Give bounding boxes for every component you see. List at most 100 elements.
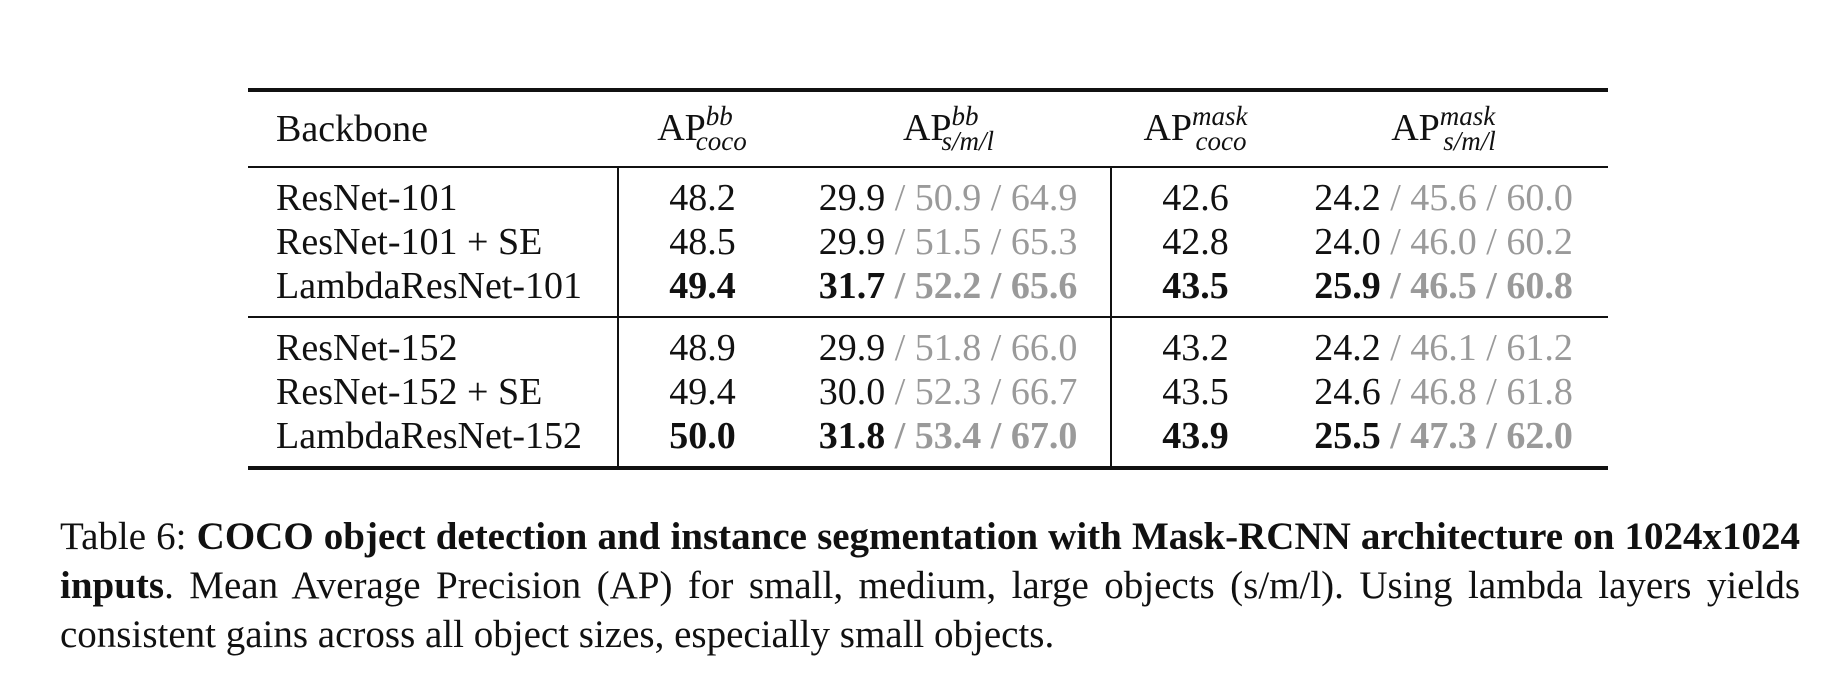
value-medium: 51.8 — [914, 327, 982, 369]
cell-ap-mask-sml: 25.9 / 46.5 / 60.8 — [1279, 264, 1608, 317]
value-large: 65.3 — [1010, 221, 1078, 263]
header-ap-mask-sml-sub: s/m/l — [1443, 125, 1496, 156]
table-row: ResNet-152 + SE 49.4 30.0 / 52.3 / 66.7 43.… — [248, 370, 1608, 414]
table-row: ResNet-101 + SE 48.5 29.9 / 51.5 / 65.3 42.… — [248, 220, 1608, 264]
results-table: Backbone APbbcoco APbbs/m/l APmaskcoco A… — [248, 88, 1608, 470]
caption-bold-title: COCO object detection and instance segme… — [60, 515, 1801, 607]
value-separator: / — [885, 327, 915, 369]
cell-ap-bb-sml: 31.7 / 52.2 / 65.6 — [786, 264, 1112, 317]
value-large: 60.2 — [1506, 221, 1573, 263]
value-separator: / — [1380, 327, 1411, 369]
value-separator: / — [981, 327, 1011, 369]
value-small: 31.7 — [818, 265, 886, 307]
table-caption: Table 6: COCO object detection and insta… — [60, 512, 1800, 659]
value-medium: 52.2 — [914, 265, 982, 307]
cell-backbone: ResNet-152 + SE — [248, 370, 619, 414]
value-medium: 46.5 — [1410, 265, 1477, 307]
value-separator: / — [1380, 265, 1411, 307]
cell-backbone: ResNet-101 + SE — [248, 220, 619, 264]
value-large: 66.7 — [1010, 371, 1078, 413]
cell-ap-bb-sml: 31.8 / 53.4 / 67.0 — [786, 414, 1112, 468]
cell-ap-bb-coco: 48.5 — [669, 221, 736, 263]
value-small: 24.0 — [1314, 221, 1381, 263]
cell-ap-mask-coco: 42.6 — [1162, 177, 1229, 219]
cell-ap-mask-coco: 43.2 — [1162, 327, 1229, 369]
value-separator: / — [1476, 221, 1507, 263]
value-separator: / — [885, 265, 915, 307]
value-separator: / — [1380, 371, 1411, 413]
header-ap-bb-sml-sub: s/m/l — [941, 125, 995, 156]
value-separator: / — [885, 371, 915, 413]
cell-ap-mask-sml: 24.2 / 46.1 / 61.2 — [1279, 317, 1608, 370]
value-large: 64.9 — [1010, 177, 1078, 219]
value-large: 60.0 — [1506, 177, 1573, 219]
value-large: 62.0 — [1506, 415, 1573, 457]
value-medium: 46.0 — [1410, 221, 1477, 263]
value-separator: / — [885, 177, 915, 219]
cell-ap-bb-coco: 48.9 — [669, 327, 736, 369]
cell-ap-mask-coco: 43.5 — [1162, 265, 1229, 307]
value-separator: / — [1476, 327, 1507, 369]
value-large: 61.8 — [1506, 371, 1573, 413]
cell-backbone: LambdaResNet-152 — [248, 414, 619, 468]
header-ap-mask-sml-sup: mask — [1439, 100, 1496, 131]
value-separator: / — [1476, 177, 1507, 219]
value-large: 67.0 — [1010, 415, 1078, 457]
value-small: 25.9 — [1314, 265, 1381, 307]
value-separator: / — [1380, 221, 1411, 263]
cell-backbone: ResNet-101 — [248, 167, 619, 220]
cell-ap-bb-coco: 50.0 — [669, 415, 736, 457]
cell-ap-bb-sml: 29.9 / 51.5 / 65.3 — [786, 220, 1112, 264]
value-separator: / — [981, 221, 1011, 263]
value-small: 24.6 — [1314, 371, 1381, 413]
cell-ap-bb-coco: 49.4 — [669, 265, 736, 307]
table-row: ResNet-101 48.2 29.9 / 50.9 / 64.9 42.6 24.2… — [248, 167, 1608, 220]
header-ap-mask-coco-sup: mask — [1192, 100, 1248, 131]
header-ap-mask-coco-base: AP — [1143, 106, 1193, 149]
value-separator: / — [885, 221, 915, 263]
value-small: 24.2 — [1314, 327, 1381, 369]
cell-backbone: LambdaResNet-101 — [248, 264, 619, 317]
cell-ap-mask-coco: 43.5 — [1162, 371, 1229, 413]
value-separator: / — [1476, 415, 1507, 457]
header-ap-bb-coco: APbbcoco — [618, 90, 786, 167]
cell-ap-mask-sml: 24.6 / 46.8 / 61.8 — [1279, 370, 1608, 414]
header-ap-bb-coco-base: AP — [657, 106, 706, 149]
header-row: Backbone APbbcoco APbbs/m/l APmaskcoco A… — [248, 90, 1608, 167]
value-medium: 53.4 — [914, 415, 982, 457]
header-backbone: Backbone — [276, 108, 428, 150]
value-large: 61.2 — [1506, 327, 1573, 369]
value-small: 29.9 — [818, 327, 886, 369]
header-ap-mask-coco: APmaskcoco — [1111, 90, 1279, 167]
value-separator: / — [981, 371, 1011, 413]
header-ap-bb-coco-sup: bb — [705, 100, 733, 131]
value-separator: / — [1476, 371, 1507, 413]
cell-ap-bb-coco: 49.4 — [669, 371, 736, 413]
table-row: LambdaResNet-152 50.0 31.8 / 53.4 / 67.0 43… — [248, 414, 1608, 468]
table-group-101: ResNet-101 48.2 29.9 / 50.9 / 64.9 42.6 24.2… — [248, 167, 1608, 317]
value-small: 31.8 — [818, 415, 886, 457]
table-row: LambdaResNet-101 49.4 31.7 / 52.2 / 65.6 43… — [248, 264, 1608, 317]
value-separator: / — [981, 415, 1011, 457]
caption-description: . Mean Average Precision (AP) for small,… — [60, 564, 1800, 656]
value-medium: 45.6 — [1410, 177, 1477, 219]
cell-ap-bb-sml: 29.9 / 50.9 / 64.9 — [786, 167, 1112, 220]
header-ap-mask-sml: APmasks/m/l — [1279, 90, 1608, 167]
cell-ap-bb-coco: 48.2 — [669, 177, 736, 219]
header-ap-bb-sml-sup: bb — [951, 100, 979, 131]
header-ap-mask-sml-base: AP — [1391, 106, 1440, 149]
value-large: 66.0 — [1010, 327, 1078, 369]
cell-ap-mask-sml: 24.0 / 46.0 / 60.2 — [1279, 220, 1608, 264]
value-separator: / — [981, 265, 1011, 307]
value-separator: / — [981, 177, 1011, 219]
cell-backbone: ResNet-152 — [248, 317, 619, 370]
value-large: 65.6 — [1010, 265, 1078, 307]
value-small: 29.9 — [818, 177, 886, 219]
value-small: 29.9 — [818, 221, 886, 263]
cell-ap-mask-sml: 24.2 / 45.6 / 60.0 — [1279, 167, 1608, 220]
value-medium: 47.3 — [1410, 415, 1477, 457]
header-ap-bb-coco-sub: coco — [695, 125, 747, 156]
value-medium: 46.1 — [1410, 327, 1477, 369]
value-small: 30.0 — [818, 371, 886, 413]
results-table-container: Backbone APbbcoco APbbs/m/l APmaskcoco A… — [248, 88, 1608, 470]
